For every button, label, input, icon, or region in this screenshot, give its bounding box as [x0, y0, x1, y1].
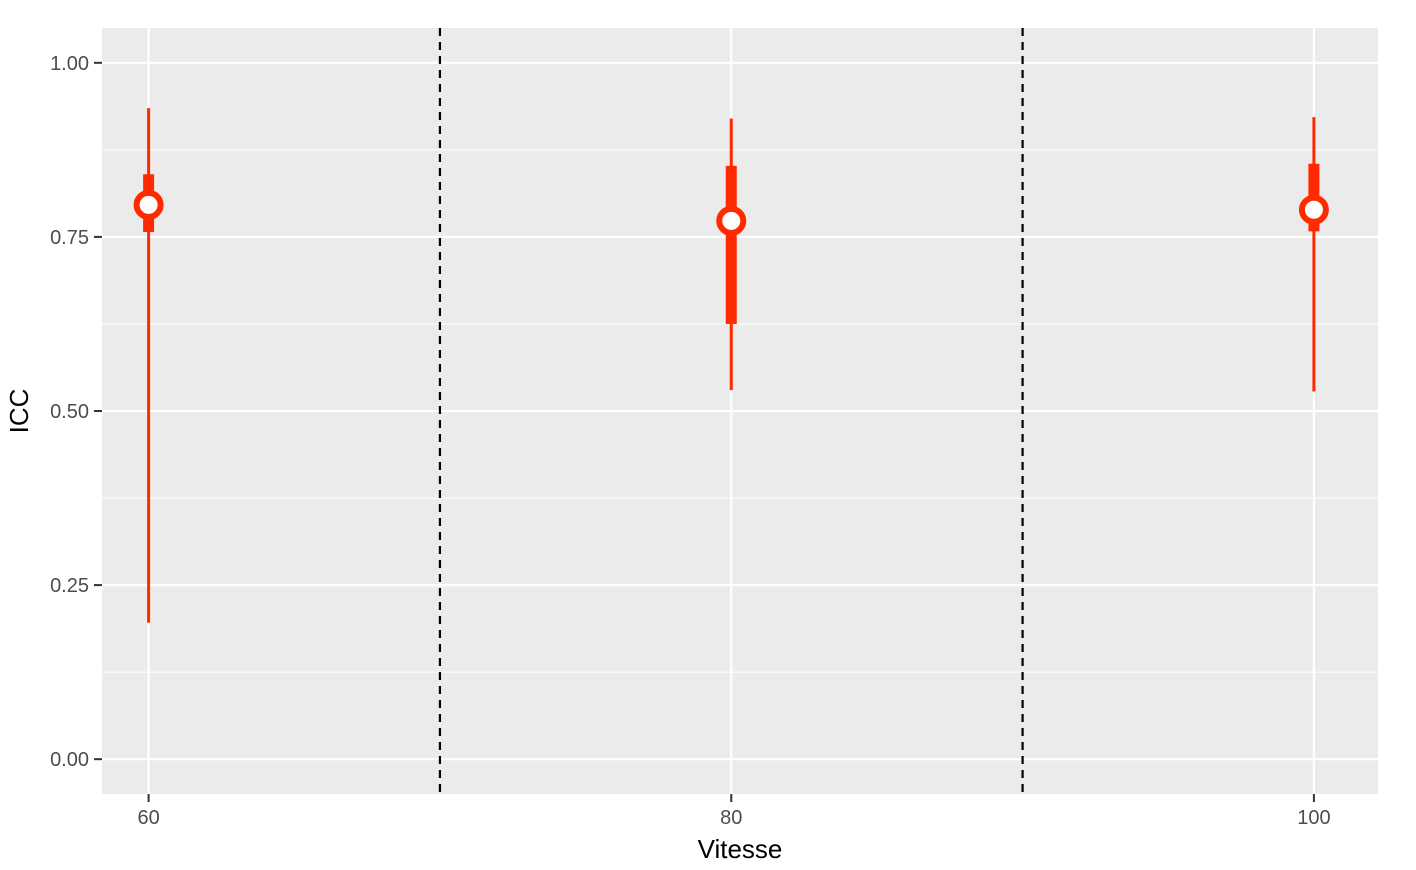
- x-tick-label: 80: [720, 807, 742, 829]
- x-axis-title: Vitesse: [698, 834, 783, 864]
- minor-gridlines: [102, 149, 1378, 673]
- data-marks: [133, 108, 1329, 623]
- x-tick-label: 60: [137, 807, 159, 829]
- y-axis-title: ICC: [4, 389, 34, 434]
- y-tick-label: 0.25: [50, 575, 89, 597]
- reference-lines: [438, 28, 1024, 794]
- x-tick-label: 100: [1297, 807, 1330, 829]
- y-tick-label: 0.50: [50, 401, 89, 423]
- y-tick-label: 0.75: [50, 227, 89, 249]
- axes: 0.00 0.25 0.50 0.75 1.00 60 80 100: [50, 53, 1331, 829]
- y-tick-label: 1.00: [50, 53, 89, 75]
- point-estimate: [1298, 194, 1329, 225]
- point-estimate: [133, 189, 164, 220]
- y-tick-label: 0.00: [50, 749, 89, 771]
- point-estimate: [716, 205, 747, 236]
